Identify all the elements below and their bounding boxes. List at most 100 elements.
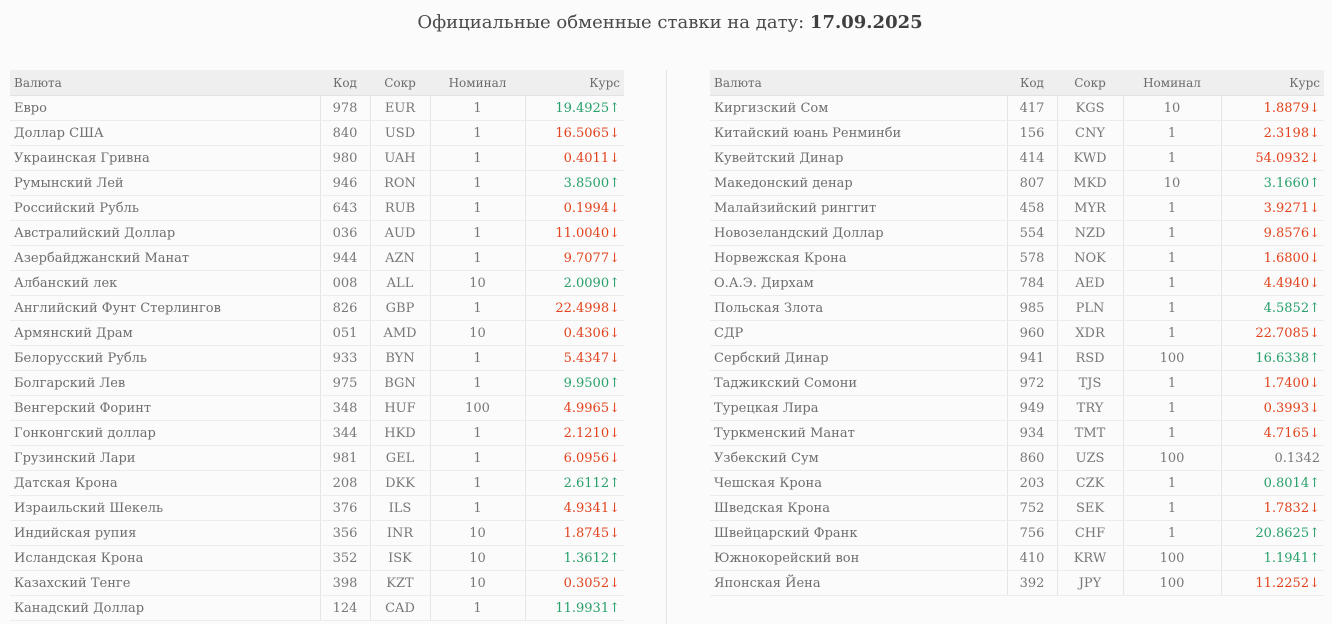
currency-code-cell: 980 xyxy=(319,145,370,171)
table-row: Южнокорейский вон 410 KRW 100 1.1941↑ xyxy=(710,545,1324,571)
currency-name-cell: Чешская Крона xyxy=(710,470,1007,496)
currency-name-cell: Болгарский Лев xyxy=(10,370,320,396)
currency-nominal-cell: 1 xyxy=(1122,270,1221,296)
currency-nominal-cell: 1 xyxy=(1122,220,1221,246)
currency-code-cell: 975 xyxy=(319,370,370,396)
table-row: Швейцарский Франк 756 CHF 1 20.8625↑ xyxy=(710,520,1324,546)
currency-code-cell: 933 xyxy=(319,345,370,371)
currency-code-cell: 643 xyxy=(319,195,370,221)
currency-rate-cell: 3.9271↓ xyxy=(1220,195,1324,221)
currency-rate-cell: 2.6112↑ xyxy=(524,470,624,496)
table-row: Казахский Тенге 398 KZT 10 0.3052↓ xyxy=(10,570,624,596)
currency-code-cell: 398 xyxy=(319,570,370,596)
currency-rate-cell: 11.2252↓ xyxy=(1220,570,1324,596)
currency-abbr-cell: UAH xyxy=(369,145,430,171)
rates-table-left-body: Евро 978 EUR 1 19.4925↑ Доллар США 840 USD 1 16.5… xyxy=(10,95,624,621)
currency-name-cell: Македонский денар xyxy=(710,170,1007,196)
column-header-currency: Валюта xyxy=(10,70,320,96)
currency-nominal-cell: 10 xyxy=(1122,170,1221,196)
currency-name-cell: Азербайджанский Манат xyxy=(10,245,320,271)
currency-rate-cell: 22.4998↓ xyxy=(524,295,624,321)
page-title-text: Официальные обменные ставки на дату: xyxy=(417,12,805,33)
rates-table-right: Валюта Код Сокр Номинал Курс Киргизский … xyxy=(710,70,1324,596)
currency-rate-cell: 22.7085↓ xyxy=(1220,320,1324,346)
table-row: Киргизский Сом 417 KGS 10 1.8879↓ xyxy=(710,95,1324,121)
currency-name-cell: Английский Фунт Стерлингов xyxy=(10,295,320,321)
column-header-abbr: Сокр xyxy=(370,70,430,96)
rates-table-right-body: Киргизский Сом 417 KGS 10 1.8879↓ Китайский ю… xyxy=(710,95,1324,596)
currency-rate-cell: 4.4940↓ xyxy=(1220,270,1324,296)
currency-name-cell: Швейцарский Франк xyxy=(710,520,1007,546)
page-title: Официальные обменные ставки на дату: 17.… xyxy=(0,12,1332,33)
currency-code-cell: 981 xyxy=(319,445,370,471)
currency-code-cell: 578 xyxy=(1006,245,1057,271)
currency-name-cell: Доллар США xyxy=(10,120,320,146)
currency-nominal-cell: 1 xyxy=(429,120,525,146)
currency-code-cell: 458 xyxy=(1006,195,1057,221)
table-row: Датская Крона 208 DKK 1 2.6112↑ xyxy=(10,470,624,496)
table-row: Армянский Драм 051 AMD 10 0.4306↓ xyxy=(10,320,624,346)
currency-abbr-cell: CNY xyxy=(1056,120,1123,146)
currency-rate-cell: 2.3198↓ xyxy=(1220,120,1324,146)
currency-name-cell: Румынский Лей xyxy=(10,170,320,196)
currency-nominal-cell: 1 xyxy=(429,95,525,121)
currency-nominal-cell: 1 xyxy=(1122,245,1221,271)
currency-nominal-cell: 1 xyxy=(429,295,525,321)
currency-code-cell: 554 xyxy=(1006,220,1057,246)
currency-abbr-cell: RON xyxy=(369,170,430,196)
currency-name-cell: Украинская Гривна xyxy=(10,145,320,171)
currency-name-cell: СДР xyxy=(710,320,1007,346)
currency-abbr-cell: CZK xyxy=(1056,470,1123,496)
currency-nominal-cell: 1 xyxy=(1122,195,1221,221)
currency-code-cell: 036 xyxy=(319,220,370,246)
currency-rate-cell: 0.8014↑ xyxy=(1220,470,1324,496)
table-row: Российский Рубль 643 RUB 1 0.1994↓ xyxy=(10,195,624,221)
currency-code-cell: 840 xyxy=(319,120,370,146)
table-row: Исландская Крона 352 ISK 10 1.3612↑ xyxy=(10,545,624,571)
table-row: Китайский юань Ренминби 156 CNY 1 2.3198↓ xyxy=(710,120,1324,146)
currency-abbr-cell: AZN xyxy=(369,245,430,271)
table-row: Украинская Гривна 980 UAH 1 0.4011↓ xyxy=(10,145,624,171)
currency-nominal-cell: 1 xyxy=(1122,120,1221,146)
table-row: Македонский денар 807 MKD 10 3.1660↑ xyxy=(710,170,1324,196)
currency-abbr-cell: ALL xyxy=(369,270,430,296)
currency-rate-cell: 3.8500↑ xyxy=(524,170,624,196)
currency-abbr-cell: INR xyxy=(369,520,430,546)
currency-abbr-cell: JPY xyxy=(1056,570,1123,596)
table-row: Гонконгский доллар 344 HKD 1 2.1210↓ xyxy=(10,420,624,446)
currency-name-cell: Израильский Шекель xyxy=(10,495,320,521)
currency-name-cell: Евро xyxy=(10,95,320,121)
currency-nominal-cell: 1 xyxy=(1122,295,1221,321)
currency-nominal-cell: 1 xyxy=(429,195,525,221)
currency-abbr-cell: SEK xyxy=(1056,495,1123,521)
currency-nominal-cell: 1 xyxy=(429,145,525,171)
currency-rate-cell: 1.8745↓ xyxy=(524,520,624,546)
currency-name-cell: Российский Рубль xyxy=(10,195,320,221)
currency-code-cell: 344 xyxy=(319,420,370,446)
currency-abbr-cell: BYN xyxy=(369,345,430,371)
currency-rate-cell: 19.4925↑ xyxy=(524,95,624,121)
table-row: Венгерский Форинт 348 HUF 100 4.9965↓ xyxy=(10,395,624,421)
currency-name-cell: Гонконгский доллар xyxy=(10,420,320,446)
currency-abbr-cell: GBP xyxy=(369,295,430,321)
currency-nominal-cell: 1 xyxy=(1122,470,1221,496)
table-row: Индийская рупия 356 INR 10 1.8745↓ xyxy=(10,520,624,546)
currency-nominal-cell: 1 xyxy=(429,345,525,371)
table-header-row: Валюта Код Сокр Номинал Курс xyxy=(710,70,1324,96)
currency-code-cell: 985 xyxy=(1006,295,1057,321)
page-title-date: 17.09.2025 xyxy=(809,12,923,33)
currency-nominal-cell: 1 xyxy=(429,170,525,196)
currency-code-cell: 417 xyxy=(1006,95,1057,121)
currency-code-cell: 156 xyxy=(1006,120,1057,146)
currency-rate-cell: 2.1210↓ xyxy=(524,420,624,446)
currency-nominal-cell: 100 xyxy=(1122,570,1221,596)
currency-nominal-cell: 100 xyxy=(1122,445,1221,471)
currency-nominal-cell: 10 xyxy=(429,570,525,596)
currency-name-cell: Шведская Крона xyxy=(710,495,1007,521)
currency-rate-cell: 16.5065↓ xyxy=(524,120,624,146)
currency-rate-cell: 0.4306↓ xyxy=(524,320,624,346)
currency-code-cell: 051 xyxy=(319,320,370,346)
currency-abbr-cell: RUB xyxy=(369,195,430,221)
currency-nominal-cell: 1 xyxy=(429,470,525,496)
